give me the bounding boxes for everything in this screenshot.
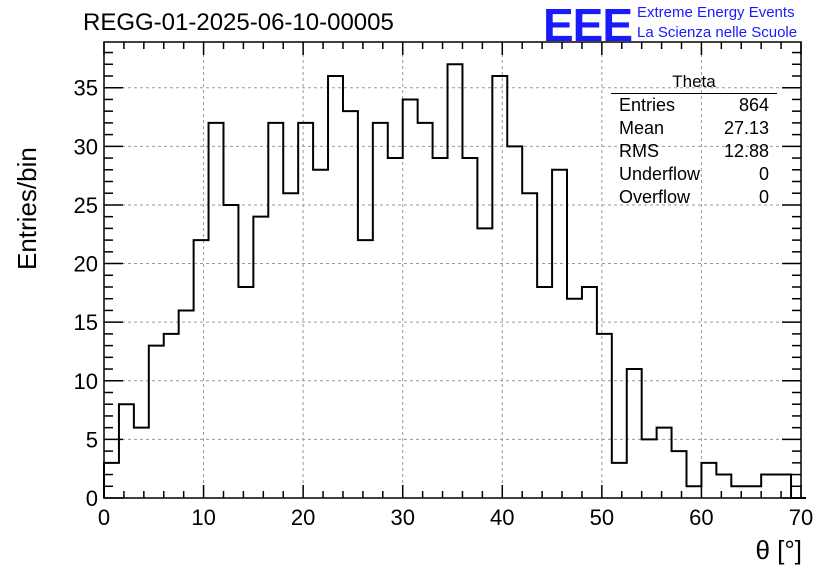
histogram-bin xyxy=(522,193,537,498)
histogram-bin xyxy=(537,287,552,498)
histogram-bin xyxy=(403,99,418,498)
x-tick-label: 40 xyxy=(490,505,514,530)
x-tick-label: 70 xyxy=(789,505,813,530)
x-tick-label: 0 xyxy=(98,505,110,530)
y-tick-label: 10 xyxy=(74,369,98,394)
y-tick-label: 5 xyxy=(86,427,98,452)
org-subtitle: La Scienza nelle Scuole xyxy=(637,24,797,41)
histogram-bin xyxy=(253,217,268,498)
histogram-bin xyxy=(343,111,358,498)
histogram-bin xyxy=(238,287,253,498)
y-tick-label: 20 xyxy=(74,252,98,277)
stats-value: 12.88 xyxy=(724,140,769,163)
histogram-bin xyxy=(701,463,716,498)
stats-row-overflow: Overflow 0 xyxy=(611,186,777,209)
histogram-bin xyxy=(672,451,687,498)
histogram-bin xyxy=(209,123,224,498)
histogram-bin xyxy=(418,123,433,498)
histogram-bin xyxy=(612,463,627,498)
histogram-bin xyxy=(313,170,328,498)
histogram-bin xyxy=(328,76,343,498)
histogram-bin xyxy=(642,439,657,498)
histogram-bin xyxy=(477,228,492,498)
histogram-bin xyxy=(776,475,791,498)
histogram-bin xyxy=(164,334,179,498)
histogram-bin xyxy=(507,146,522,498)
histogram-bin xyxy=(134,428,149,498)
histogram-bin xyxy=(433,158,448,498)
stats-value: 27.13 xyxy=(724,117,769,140)
histogram-bin xyxy=(686,486,701,498)
chart-title: REGG-01-2025-06-10-00005 xyxy=(83,9,394,37)
y-tick-label: 35 xyxy=(74,76,98,101)
histogram-bin xyxy=(388,158,403,498)
stats-label: RMS xyxy=(619,140,659,163)
stats-row-rms: RMS 12.88 xyxy=(611,140,777,163)
x-tick-label: 30 xyxy=(390,505,414,530)
histogram-bin xyxy=(746,486,761,498)
histogram-bin xyxy=(716,475,731,498)
histogram-bin xyxy=(462,158,477,498)
stats-label: Overflow xyxy=(619,186,690,209)
histogram-bin xyxy=(268,123,283,498)
y-tick-label: 15 xyxy=(74,310,98,335)
histogram-bin xyxy=(373,123,388,498)
stats-box: Theta Entries 864 Mean 27.13 RMS 12.88 U… xyxy=(611,72,777,209)
histogram-bin xyxy=(119,404,134,498)
histogram-bin xyxy=(358,240,373,498)
histogram-bin xyxy=(597,334,612,498)
stats-value: 0 xyxy=(759,163,769,186)
histogram-bin xyxy=(283,193,298,498)
histogram-bin xyxy=(448,64,463,498)
stats-label: Entries xyxy=(619,94,675,117)
y-tick-label: 25 xyxy=(74,193,98,218)
histogram-bin xyxy=(492,76,507,498)
histogram-bin xyxy=(657,428,672,498)
histogram-bin xyxy=(194,240,209,498)
x-axis-label: θ [°] xyxy=(755,535,802,566)
stats-row-underflow: Underflow 0 xyxy=(611,163,777,186)
org-name: Extreme Energy Events xyxy=(637,4,795,21)
eee-logo: EEE xyxy=(543,2,632,48)
histogram-bin xyxy=(223,205,238,498)
y-tick-label: 0 xyxy=(86,486,98,511)
y-tick-label: 30 xyxy=(74,134,98,159)
x-tick-label: 60 xyxy=(689,505,713,530)
y-axis-label: Entries/bin xyxy=(12,147,43,270)
x-tick-label: 10 xyxy=(191,505,215,530)
histogram-bin xyxy=(149,346,164,498)
histogram-bin xyxy=(582,287,597,498)
histogram-bin xyxy=(104,463,119,498)
histogram-bin xyxy=(627,369,642,498)
histogram-bin xyxy=(298,123,313,498)
stats-value: 0 xyxy=(759,186,769,209)
stats-label: Mean xyxy=(619,117,664,140)
histogram-bin xyxy=(731,486,746,498)
histogram-bin xyxy=(179,310,194,498)
x-tick-label: 20 xyxy=(291,505,315,530)
stats-label: Underflow xyxy=(619,163,700,186)
stats-value: 864 xyxy=(739,94,769,117)
stats-row-entries: Entries 864 xyxy=(611,94,777,117)
histogram-bin xyxy=(567,299,582,498)
histogram-bin xyxy=(552,170,567,498)
x-tick-label: 50 xyxy=(590,505,614,530)
stats-row-mean: Mean 27.13 xyxy=(611,117,777,140)
stats-title: Theta xyxy=(611,72,777,94)
histogram-bin xyxy=(761,475,776,498)
